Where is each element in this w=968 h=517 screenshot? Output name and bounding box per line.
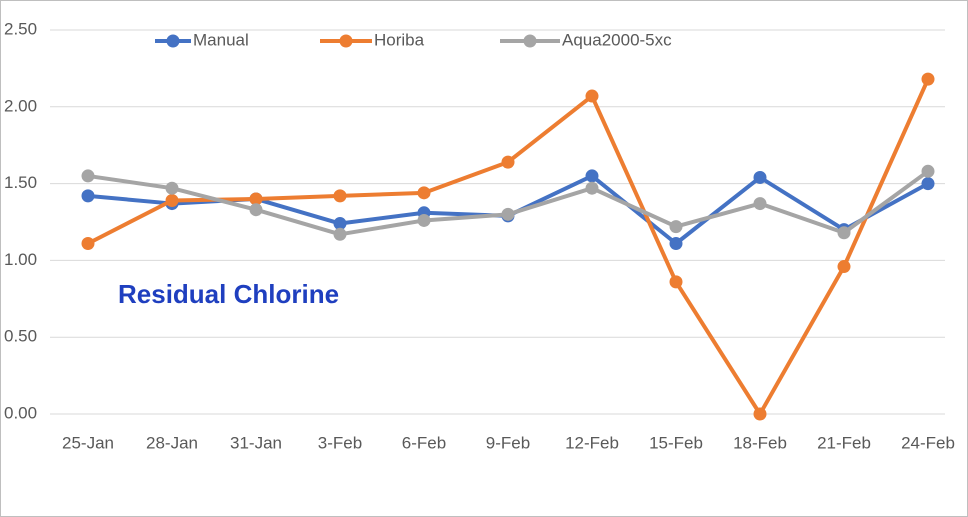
data-point bbox=[837, 226, 851, 240]
x-tick-label: 24-Feb bbox=[901, 433, 955, 452]
x-tick-label: 12-Feb bbox=[565, 433, 619, 452]
data-point bbox=[585, 169, 599, 183]
legend-label: Manual bbox=[193, 30, 249, 49]
x-tick-label: 18-Feb bbox=[733, 433, 787, 452]
data-point bbox=[81, 189, 95, 203]
x-tick-label: 9-Feb bbox=[486, 433, 530, 452]
x-tick-label: 6-Feb bbox=[402, 433, 446, 452]
data-point bbox=[753, 407, 767, 421]
annotation: Residual Chlorine bbox=[118, 279, 339, 309]
data-point bbox=[669, 275, 683, 289]
data-point bbox=[501, 207, 515, 221]
data-point bbox=[921, 164, 935, 178]
data-point bbox=[333, 189, 347, 203]
x-tick-label: 28-Jan bbox=[146, 433, 198, 452]
y-tick-label: 1.00 bbox=[4, 250, 37, 269]
x-tick-label: 25-Jan bbox=[62, 433, 114, 452]
data-point bbox=[417, 213, 431, 227]
data-point bbox=[249, 203, 263, 217]
data-point bbox=[585, 89, 599, 103]
x-tick-label: 15-Feb bbox=[649, 433, 703, 452]
data-point bbox=[81, 169, 95, 183]
data-point bbox=[333, 227, 347, 241]
y-tick-label: 2.00 bbox=[4, 96, 37, 115]
data-point bbox=[669, 237, 683, 251]
data-point bbox=[165, 193, 179, 207]
data-point bbox=[165, 181, 179, 195]
data-point bbox=[501, 155, 515, 169]
data-point bbox=[585, 181, 599, 195]
legend-label: Horiba bbox=[374, 30, 425, 49]
y-tick-label: 1.50 bbox=[4, 173, 37, 192]
data-point bbox=[753, 197, 767, 211]
legend-label: Aqua2000-5xc bbox=[562, 30, 672, 49]
data-point bbox=[249, 192, 263, 206]
x-tick-label: 21-Feb bbox=[817, 433, 871, 452]
legend-marker bbox=[339, 34, 353, 48]
data-point bbox=[669, 220, 683, 234]
data-point bbox=[333, 217, 347, 231]
data-point bbox=[921, 177, 935, 191]
x-tick-label: 3-Feb bbox=[318, 433, 362, 452]
y-tick-label: 0.00 bbox=[4, 403, 37, 422]
legend-marker bbox=[523, 34, 537, 48]
y-tick-label: 2.50 bbox=[4, 19, 37, 38]
data-point bbox=[921, 72, 935, 86]
x-tick-label: 31-Jan bbox=[230, 433, 282, 452]
data-point bbox=[753, 170, 767, 184]
y-tick-label: 0.50 bbox=[4, 327, 37, 346]
data-point bbox=[837, 260, 851, 274]
data-point bbox=[417, 186, 431, 200]
legend-marker bbox=[166, 34, 180, 48]
data-point bbox=[81, 237, 95, 251]
